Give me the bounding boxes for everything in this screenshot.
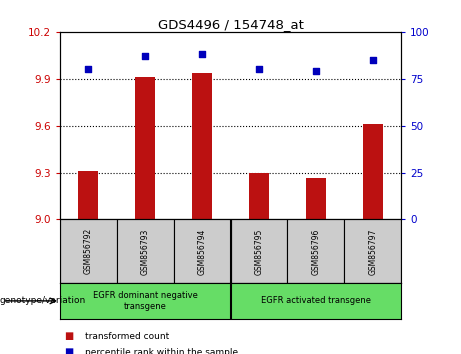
Text: EGFR dominant negative
transgene: EGFR dominant negative transgene <box>93 291 198 311</box>
Bar <box>230 219 287 283</box>
Bar <box>78 171 98 219</box>
Text: GSM856792: GSM856792 <box>84 228 93 274</box>
Point <box>198 52 206 57</box>
Title: GDS4496 / 154748_at: GDS4496 / 154748_at <box>158 18 303 31</box>
Text: GSM856795: GSM856795 <box>254 228 263 275</box>
Point <box>369 57 376 63</box>
Bar <box>117 219 174 283</box>
Bar <box>344 219 401 283</box>
Text: percentile rank within the sample: percentile rank within the sample <box>85 348 238 354</box>
Text: genotype/variation: genotype/variation <box>0 296 86 306</box>
Bar <box>249 172 269 219</box>
Point <box>255 67 263 72</box>
Bar <box>287 219 344 283</box>
Text: ■: ■ <box>65 331 74 341</box>
Bar <box>306 178 326 219</box>
Point <box>142 53 149 59</box>
Bar <box>60 219 117 283</box>
Text: GSM856794: GSM856794 <box>198 228 207 275</box>
Text: GSM856797: GSM856797 <box>368 228 377 275</box>
Point <box>312 68 319 74</box>
Text: GSM856796: GSM856796 <box>311 228 320 275</box>
Text: EGFR activated transgene: EGFR activated transgene <box>261 296 371 306</box>
Bar <box>192 73 212 219</box>
Text: transformed count: transformed count <box>85 332 170 341</box>
Bar <box>174 219 230 283</box>
Text: GSM856793: GSM856793 <box>141 228 150 275</box>
Bar <box>363 124 383 219</box>
Bar <box>135 77 155 219</box>
Point <box>85 67 92 72</box>
Text: ■: ■ <box>65 347 74 354</box>
